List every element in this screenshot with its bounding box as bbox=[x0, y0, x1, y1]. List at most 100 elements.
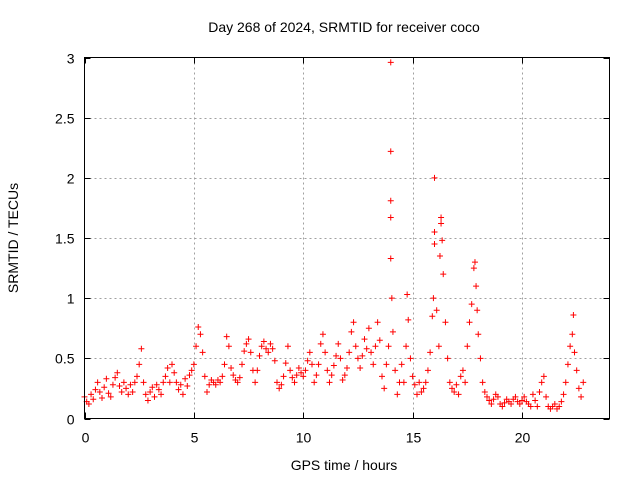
data-point bbox=[379, 373, 385, 380]
data-point bbox=[429, 313, 436, 320]
data-point bbox=[466, 319, 473, 326]
data-point bbox=[372, 343, 379, 350]
data-point bbox=[230, 372, 237, 379]
data-point bbox=[400, 379, 407, 386]
data-point bbox=[236, 374, 243, 381]
data-point bbox=[291, 379, 298, 386]
data-point bbox=[92, 386, 99, 393]
data-point bbox=[383, 361, 390, 368]
data-point bbox=[543, 393, 550, 400]
data-point bbox=[558, 398, 565, 405]
data-point bbox=[313, 372, 320, 379]
data-point bbox=[532, 397, 539, 404]
data-point bbox=[444, 355, 451, 362]
data-point bbox=[164, 364, 171, 371]
data-point bbox=[394, 391, 401, 398]
data-point bbox=[403, 343, 410, 350]
data-point bbox=[422, 379, 429, 386]
data-point bbox=[567, 343, 574, 350]
data-point bbox=[260, 338, 267, 345]
data-point bbox=[90, 396, 97, 403]
data-point bbox=[455, 391, 462, 398]
data-point bbox=[193, 343, 200, 350]
data-point bbox=[571, 349, 578, 356]
data-point bbox=[484, 393, 490, 400]
data-point bbox=[85, 401, 92, 408]
data-point bbox=[430, 295, 437, 302]
data-point bbox=[225, 343, 232, 350]
data-point bbox=[324, 367, 331, 374]
data-point bbox=[438, 220, 445, 227]
data-point bbox=[169, 361, 175, 368]
data-point bbox=[433, 307, 440, 314]
data-point bbox=[153, 381, 160, 388]
data-point bbox=[105, 390, 112, 397]
data-point bbox=[462, 379, 469, 386]
data-point bbox=[120, 379, 127, 386]
y-tick-label: 0.5 bbox=[55, 351, 75, 367]
data-point bbox=[409, 373, 416, 380]
data-point bbox=[470, 265, 477, 272]
data-point bbox=[284, 343, 291, 350]
data-point bbox=[212, 381, 219, 388]
data-point bbox=[179, 391, 186, 398]
data-point bbox=[199, 349, 206, 356]
data-point bbox=[287, 367, 294, 374]
data-point bbox=[278, 381, 285, 388]
data-point bbox=[387, 59, 394, 66]
data-point bbox=[204, 389, 210, 396]
data-point bbox=[387, 148, 394, 155]
y-axis-label: SRMTID / TECUs bbox=[5, 183, 21, 293]
data-point bbox=[162, 373, 169, 380]
data-point bbox=[381, 385, 388, 392]
data-point bbox=[370, 361, 377, 368]
data-point bbox=[344, 364, 350, 371]
data-point bbox=[114, 369, 121, 376]
data-point bbox=[88, 391, 95, 398]
data-point bbox=[348, 328, 355, 335]
data-point bbox=[350, 319, 357, 326]
data-point bbox=[387, 214, 394, 221]
data-point bbox=[276, 385, 283, 392]
data-point bbox=[99, 395, 105, 402]
data-point bbox=[258, 343, 265, 350]
data-point bbox=[529, 391, 536, 398]
data-point bbox=[293, 372, 300, 379]
data-point bbox=[96, 389, 103, 396]
data-point bbox=[536, 389, 543, 396]
data-point bbox=[109, 381, 116, 388]
data-point bbox=[263, 345, 270, 352]
data-point bbox=[223, 333, 230, 340]
data-point bbox=[304, 357, 311, 364]
data-point bbox=[451, 389, 458, 396]
data-point bbox=[368, 349, 375, 356]
data-point bbox=[295, 364, 302, 371]
data-point bbox=[116, 383, 123, 390]
data-point bbox=[123, 385, 130, 392]
data-point bbox=[265, 349, 272, 356]
data-point bbox=[195, 324, 202, 331]
data-point bbox=[337, 355, 344, 362]
data-point bbox=[118, 389, 125, 396]
data-point bbox=[481, 389, 488, 396]
data-point bbox=[446, 379, 453, 386]
data-point bbox=[138, 345, 145, 352]
data-point bbox=[477, 355, 484, 362]
data-point bbox=[129, 389, 136, 396]
data-point bbox=[254, 367, 261, 374]
data-point bbox=[125, 391, 132, 398]
data-point bbox=[475, 331, 482, 338]
data-point bbox=[322, 349, 329, 356]
data-point bbox=[570, 312, 577, 319]
data-point bbox=[306, 349, 313, 356]
data-point bbox=[499, 403, 506, 410]
x-tick-label: 0 bbox=[82, 430, 90, 446]
data-point bbox=[112, 374, 119, 381]
data-point bbox=[418, 389, 425, 396]
data-point bbox=[206, 381, 213, 388]
y-tick-label: 0 bbox=[67, 412, 75, 428]
axis-ticks bbox=[84, 57, 610, 420]
data-point bbox=[271, 357, 278, 364]
data-point bbox=[427, 349, 434, 356]
data-point bbox=[177, 381, 184, 388]
